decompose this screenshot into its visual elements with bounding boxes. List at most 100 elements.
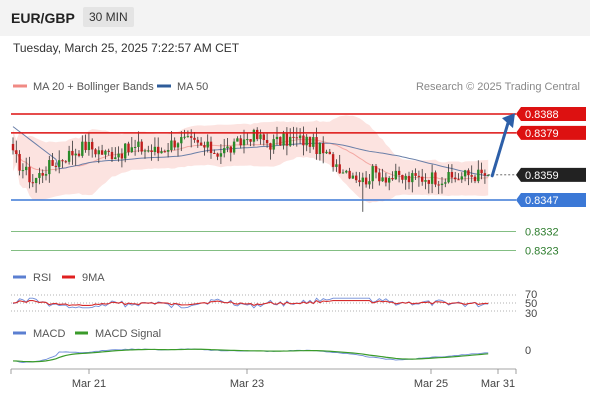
candle-body [137,141,140,147]
candle [364,171,368,188]
candle-body [427,180,430,184]
candle [318,142,322,161]
candle-body [77,153,81,156]
candle-body [190,136,193,138]
candle-body [407,175,411,183]
candle [51,152,54,166]
candle [328,148,331,155]
candle-body [219,153,223,157]
candle-body [41,173,44,176]
candle-body [361,177,364,183]
candle-body [64,161,67,163]
candle [457,173,460,181]
candle [166,142,170,158]
rsi-legend-label: 9MA [82,272,105,284]
candle [84,134,87,153]
candle [97,146,100,164]
candle-body [305,136,308,146]
candle-body [48,160,51,175]
candle-body [163,151,166,153]
candle-body [153,146,157,152]
candle [477,160,480,184]
candle [252,128,256,147]
candle-body [322,143,325,154]
candle [424,173,427,190]
time-axis-label: Mar 21 [72,378,106,390]
chart-datetime: Tuesday, March 25, 2025 7:22:57 AM CET [13,41,240,55]
forecast-arrow-shaft [490,121,510,178]
candle [242,129,246,154]
candle [322,136,325,164]
candle-body [430,172,434,184]
candle [440,176,444,194]
rsi-level-label: 30 [525,308,537,320]
candle-body [117,153,120,158]
candle-body [308,136,312,147]
candle [289,128,292,147]
price-tag-resistance: 0.8379 [525,128,559,140]
candle-body [127,143,130,153]
candle [388,176,391,191]
candle [107,148,110,156]
candle [11,137,15,155]
candle-body [364,177,368,185]
candle [143,148,147,159]
candle-body [61,160,64,162]
candle-body [206,141,209,148]
candle [124,143,127,163]
legend-label: MA 20 + Bollinger Bands [33,81,154,93]
candle [295,127,298,147]
forecast-arrow-head [502,113,515,129]
header-bar: EUR/GBP 30 MIN [0,0,590,36]
candle-body [289,136,292,146]
macd-legend-label: MACD [33,328,65,340]
candle-body [246,139,249,141]
time-axis-label: Mar 25 [414,378,448,390]
candle [147,145,150,153]
candle [279,136,282,146]
candle [473,174,477,184]
candle-body [358,180,361,183]
candle-body [91,141,94,150]
interval-button[interactable]: 30 MIN [83,7,134,27]
candle-body [374,166,378,173]
candle [77,150,81,158]
candle [331,151,335,172]
candle-body [67,150,71,162]
price-tag-current: 0.8359 [525,170,559,182]
candle-body [81,141,84,156]
candle [117,146,120,162]
candle [246,133,249,145]
candle [54,162,58,172]
candle-body [328,151,331,155]
price-tag-target: 0.8332 [525,226,559,238]
candle-body [421,176,424,182]
candle-body [262,134,265,141]
candle [232,138,236,155]
candle [414,168,417,180]
candle-body [18,153,21,171]
candle-body [295,137,298,139]
symbol-title: EUR/GBP [11,10,75,26]
candle [407,171,411,190]
candle-body [315,137,318,155]
candle [249,139,252,147]
candle-body [150,150,153,152]
candle-body [351,175,355,179]
candle [298,128,302,144]
candle [335,159,338,172]
candle-body [51,160,54,166]
candle-body [411,173,414,183]
candle-body [265,140,269,144]
candle [18,150,21,176]
candle-body [140,141,143,152]
candle-body [104,150,107,155]
candle-body [107,150,110,152]
candle-body [84,141,87,151]
candle-body [226,146,229,149]
candle [411,170,414,193]
candle [341,169,345,174]
candle [463,169,467,182]
candle [262,132,265,146]
